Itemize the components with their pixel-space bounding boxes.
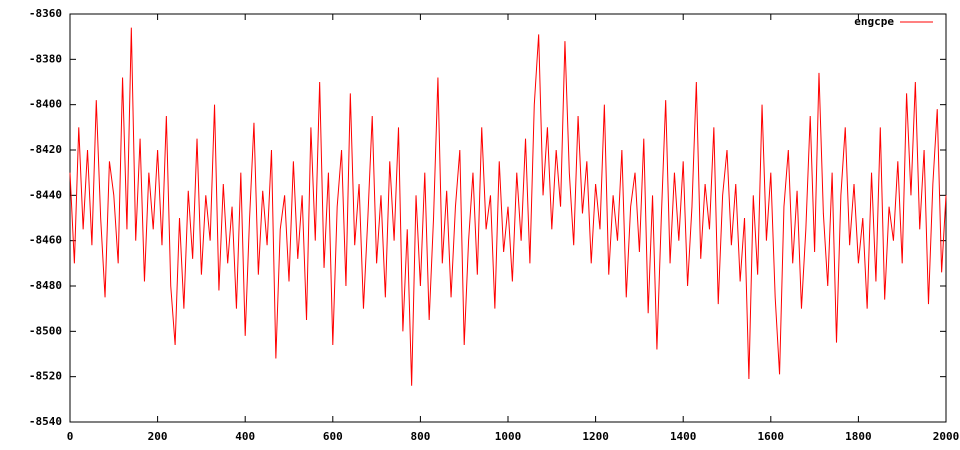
x-tick-label: 600 (323, 430, 343, 443)
y-tick-label: -8540 (29, 415, 62, 428)
x-tick-label: 1000 (495, 430, 522, 443)
y-tick-label: -8460 (29, 234, 62, 247)
x-tick-label: 0 (67, 430, 74, 443)
y-tick-label: -8440 (29, 188, 62, 201)
y-tick-label: -8380 (29, 52, 62, 65)
x-tick-label: 2000 (933, 430, 960, 443)
x-tick-label: 1600 (758, 430, 785, 443)
y-tick-label: -8360 (29, 7, 62, 20)
y-tick-label: -8420 (29, 143, 62, 156)
x-tick-label: 800 (410, 430, 430, 443)
x-tick-label: 400 (235, 430, 255, 443)
data-line (69, 27, 947, 386)
x-tick-label: 1800 (845, 430, 872, 443)
y-tick-label: -8500 (29, 324, 62, 337)
legend-label: engcpe (854, 15, 894, 28)
y-tick-label: -8520 (29, 370, 62, 383)
x-tick-label: 200 (148, 430, 168, 443)
plot-frame (69, 13, 947, 423)
y-tick-label: -8400 (29, 98, 62, 111)
x-tick-label: 1200 (582, 430, 609, 443)
x-tick-label: 1400 (670, 430, 697, 443)
y-tick-label: -8480 (29, 279, 62, 292)
